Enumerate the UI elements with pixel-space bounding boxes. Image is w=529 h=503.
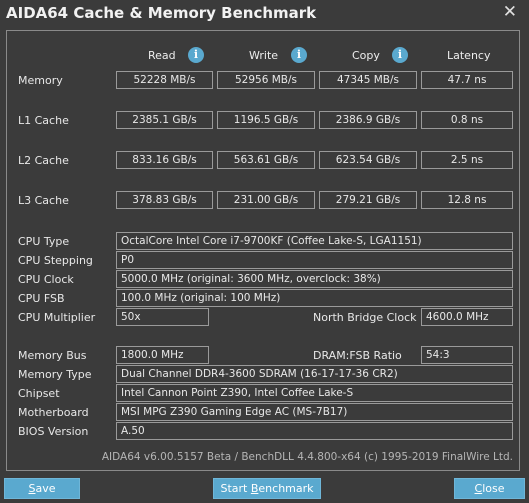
bios-version-value: A.50 (116, 422, 513, 440)
title-bar: AIDA64 Cache & Memory Benchmark ✕ (0, 0, 529, 27)
cpu-type-value: OctalCore Intel Core i7-9700KF (Coffee L… (116, 232, 513, 250)
bios-version-label: BIOS Version (18, 425, 89, 438)
cpu-stepping-label: CPU Stepping (18, 254, 93, 267)
l3-copy-value: 279.21 GB/s (319, 191, 417, 209)
column-header-copy: Copy (352, 49, 380, 62)
l2-latency-value: 2.5 ns (421, 151, 513, 169)
l2-read-value: 833.16 GB/s (116, 151, 213, 169)
memory-type-label: Memory Type (18, 368, 92, 381)
north-bridge-clock-label: North Bridge Clock (313, 311, 417, 324)
memory-bus-value: 1800.0 MHz (116, 346, 209, 364)
cpu-clock-label: CPU Clock (18, 273, 74, 286)
close-button[interactable]: Close (454, 478, 525, 499)
l3-latency-value: 12.8 ns (421, 191, 513, 209)
cpu-fsb-label: CPU FSB (18, 292, 65, 305)
memory-copy-value: 47345 MB/s (319, 71, 417, 89)
cpu-multiplier-label: CPU Multiplier (18, 311, 96, 324)
memory-type-value: Dual Channel DDR4-3600 SDRAM (16-17-17-3… (116, 365, 513, 383)
chipset-value: Intel Cannon Point Z390, Intel Coffee La… (116, 384, 513, 402)
cpu-clock-value: 5000.0 MHz (original: 3600 MHz, overcloc… (116, 270, 513, 288)
l1-latency-value: 0.8 ns (421, 111, 513, 129)
memory-read-value: 52228 MB/s (116, 71, 213, 89)
close-icon[interactable]: ✕ (502, 2, 517, 22)
motherboard-value: MSI MPG Z390 Gaming Edge AC (MS-7B17) (116, 403, 513, 421)
dram-fsb-ratio-value: 54:3 (421, 346, 513, 364)
copy-info-icon[interactable]: i (392, 47, 408, 63)
read-info-icon[interactable]: i (188, 47, 204, 63)
write-info-icon[interactable]: i (291, 47, 307, 63)
footer-copyright: AIDA64 v6.00.5157 Beta / BenchDLL 4.4.80… (101, 451, 513, 463)
motherboard-label: Motherboard (18, 406, 89, 419)
column-header-write: Write (249, 49, 279, 62)
column-header-latency: Latency (447, 49, 491, 62)
memory-write-value: 52956 MB/s (217, 71, 315, 89)
start-benchmark-button[interactable]: Start Benchmark (213, 478, 321, 499)
column-header-read: Read (148, 49, 176, 62)
cpu-type-label: CPU Type (18, 235, 70, 248)
l1-copy-value: 2386.9 GB/s (319, 111, 417, 129)
window-title: AIDA64 Cache & Memory Benchmark (6, 4, 317, 22)
row-label-l1-cache: L1 Cache (18, 114, 69, 127)
benchmark-panel: Read i Write i Copy i Latency Memory 522… (6, 30, 520, 471)
l1-read-value: 2385.1 GB/s (116, 111, 213, 129)
cpu-stepping-value: P0 (116, 251, 513, 269)
cpu-multiplier-value: 50x (116, 308, 209, 326)
save-button[interactable]: Save (4, 478, 80, 499)
row-label-l2-cache: L2 Cache (18, 154, 69, 167)
north-bridge-clock-value: 4600.0 MHz (421, 308, 513, 326)
l2-copy-value: 623.54 GB/s (319, 151, 417, 169)
dram-fsb-ratio-label: DRAM:FSB Ratio (313, 349, 402, 362)
chipset-label: Chipset (18, 387, 60, 400)
row-label-l3-cache: L3 Cache (18, 194, 69, 207)
l3-write-value: 231.00 GB/s (217, 191, 315, 209)
l3-read-value: 378.83 GB/s (116, 191, 213, 209)
l1-write-value: 1196.5 GB/s (217, 111, 315, 129)
row-label-memory: Memory (18, 74, 63, 87)
memory-latency-value: 47.7 ns (421, 71, 513, 89)
l2-write-value: 563.61 GB/s (217, 151, 315, 169)
cpu-fsb-value: 100.0 MHz (original: 100 MHz) (116, 289, 513, 307)
memory-bus-label: Memory Bus (18, 349, 87, 362)
